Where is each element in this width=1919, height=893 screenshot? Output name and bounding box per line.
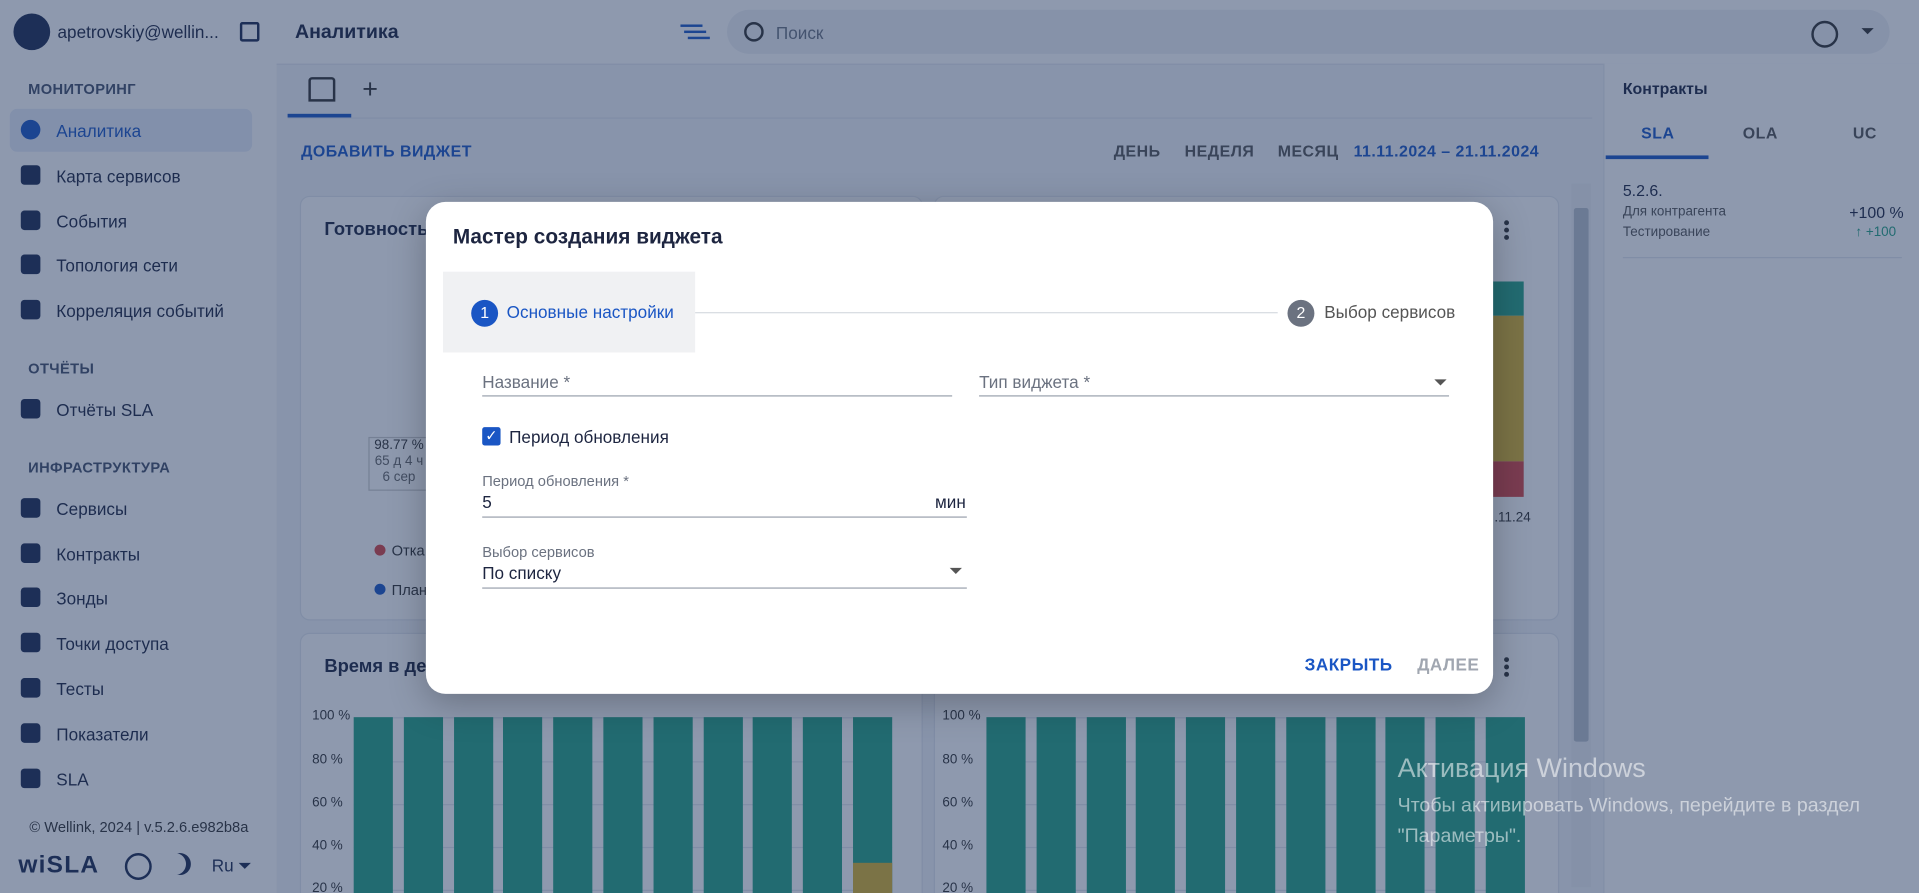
- type-caret: [1434, 379, 1447, 391]
- dialog: Мастер создания виджета 1 Основные настр…: [425, 201, 1494, 694]
- period-value[interactable]: 5: [482, 491, 492, 512]
- services-value[interactable]: По списку: [482, 562, 562, 583]
- type-label: Тип виджета *: [979, 372, 1091, 392]
- watermark-title: Активация Windows: [1397, 752, 1646, 784]
- watermark-text: Чтобы активировать Windows, перейдите в …: [1397, 795, 1861, 847]
- step-number: 2: [1287, 299, 1315, 327]
- step-number: 1: [471, 299, 499, 327]
- name-input[interactable]: [482, 395, 953, 397]
- period-unit: мин: [935, 491, 966, 512]
- period-input[interactable]: [482, 516, 967, 518]
- next-button[interactable]: ДАЛЕЕ: [1417, 654, 1480, 675]
- period-label: Период обновления *: [482, 472, 629, 490]
- dialog-title: Мастер создания виджета: [452, 225, 723, 249]
- close-button[interactable]: ЗАКРЫТЬ: [1304, 654, 1393, 675]
- checkbox-label[interactable]: Период обновления: [509, 427, 669, 447]
- type-select[interactable]: [979, 395, 1450, 397]
- name-label: Название *: [482, 372, 571, 392]
- services-label: Выбор сервисов: [482, 543, 595, 561]
- checkbox[interactable]: ✓: [482, 427, 501, 446]
- services-select[interactable]: [482, 587, 967, 589]
- step-label: Основные настройки: [506, 302, 674, 322]
- step-connector: [695, 312, 1278, 314]
- step-label: Выбор сервисов: [1324, 302, 1456, 322]
- services-caret: [949, 567, 962, 580]
